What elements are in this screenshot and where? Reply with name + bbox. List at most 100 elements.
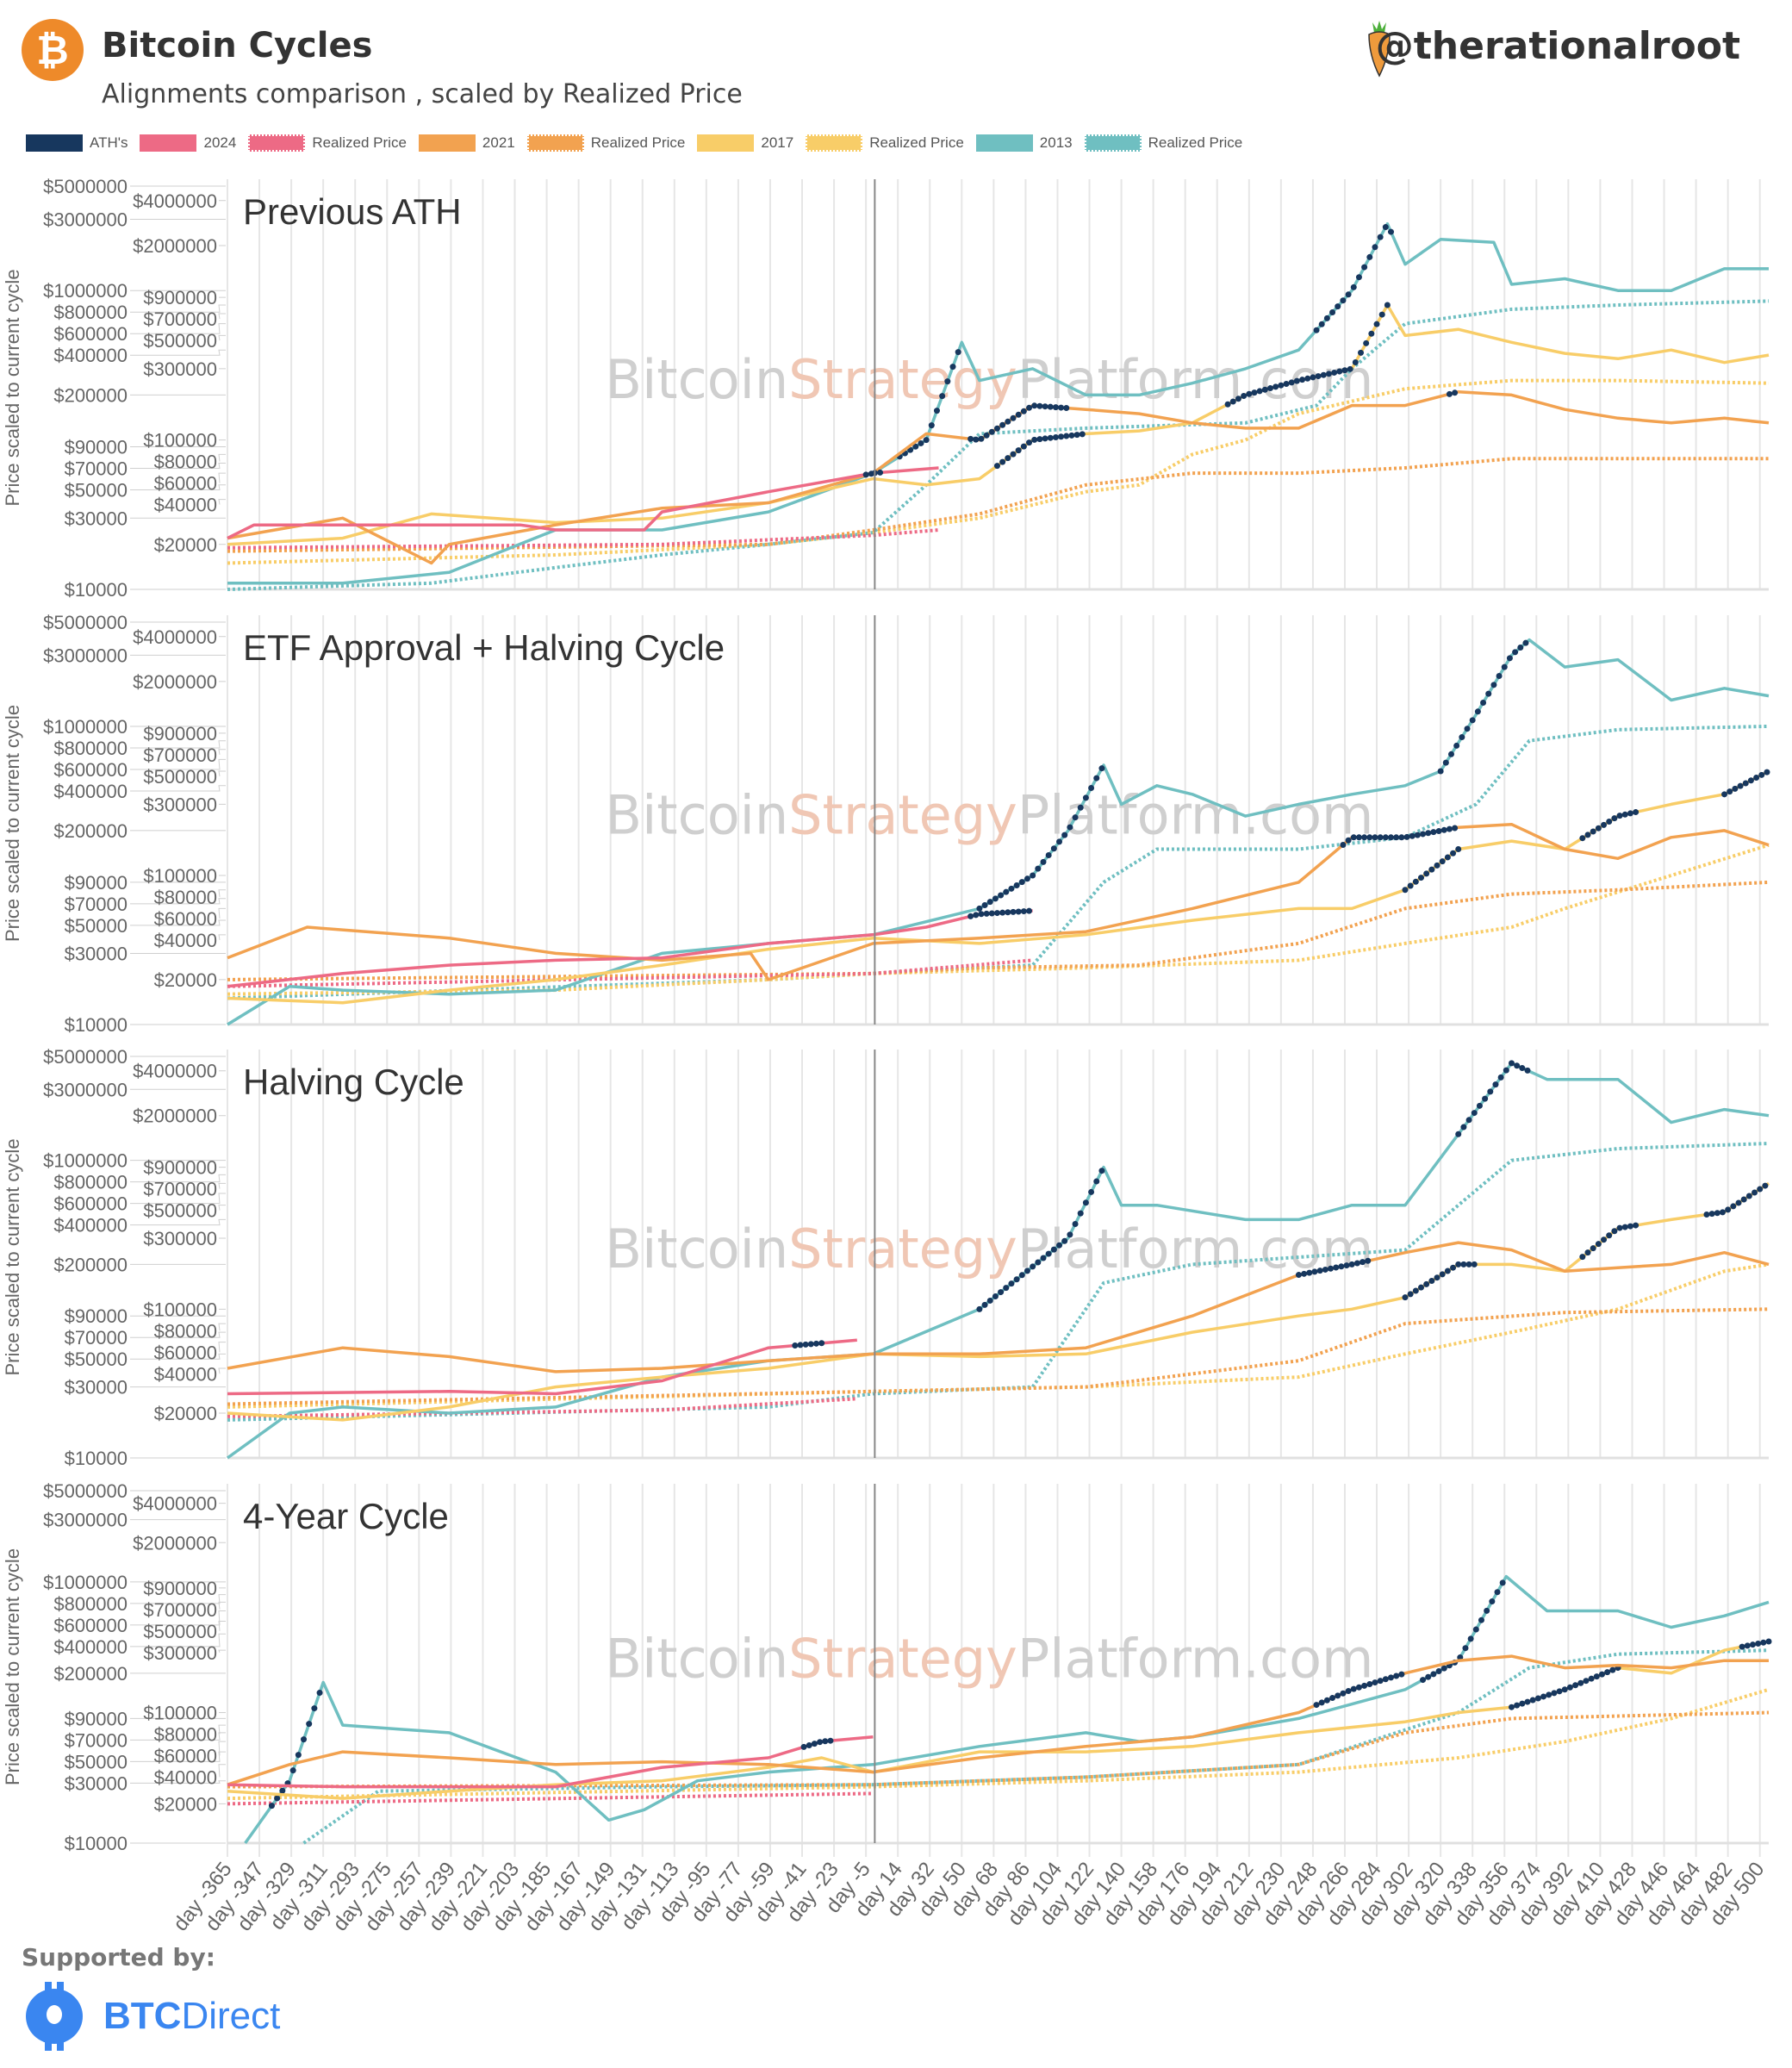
y-tick-label: $100000	[143, 865, 217, 887]
ath-marker	[1440, 1665, 1447, 1672]
legend-item[interactable]: Realized Price	[1084, 134, 1242, 152]
y-axis-label: Price scaled to current cycle	[2, 1138, 23, 1375]
ath-marker	[1058, 433, 1065, 440]
ath-marker	[1361, 264, 1368, 271]
y-tick-label: $1000000	[43, 1150, 128, 1172]
ath-marker	[1015, 908, 1022, 915]
y-tick-label: $50000	[65, 1751, 128, 1772]
legend-item[interactable]: 2021	[418, 134, 515, 152]
ath-marker	[1067, 1231, 1073, 1238]
ath-marker	[1325, 371, 1332, 377]
ath-marker	[1050, 1246, 1057, 1253]
price-line-2021	[227, 389, 1770, 565]
y-tick-leader	[218, 472, 226, 483]
y-tick-label: $600000	[53, 759, 128, 781]
price-line-2024	[227, 1735, 874, 1789]
ath-marker	[1428, 866, 1435, 873]
ath-marker	[1024, 1268, 1030, 1274]
watermark-part: Strategy	[788, 1628, 1017, 1691]
y-tick-label: $90000	[65, 437, 128, 458]
ath-marker	[1447, 751, 1454, 757]
ath-marker	[1561, 1686, 1568, 1693]
ath-marker	[1540, 1693, 1547, 1700]
ath-marker	[1452, 825, 1459, 832]
y-tick-label: $3000000	[43, 209, 128, 230]
ath-marker	[1577, 1679, 1584, 1686]
y-tick-leader	[218, 1367, 226, 1374]
ath-marker	[1435, 827, 1442, 834]
ath-marker	[1329, 309, 1336, 316]
y-tick-label: $60000	[154, 1745, 217, 1766]
legend-item[interactable]: Realized Price	[806, 134, 964, 152]
legend-item[interactable]: 2024	[140, 134, 236, 152]
ath-marker	[1409, 832, 1416, 839]
ath-marker	[1524, 1698, 1531, 1705]
y-tick-label: $2000000	[133, 235, 217, 257]
ath-marker	[1003, 1285, 1010, 1292]
ath-marker	[1446, 825, 1453, 832]
ath-marker	[316, 1690, 323, 1697]
ath-marker	[1301, 1270, 1308, 1277]
legend-label: 2024	[203, 134, 237, 151]
ath-marker	[1489, 1598, 1496, 1605]
y-tick-label: $40000	[154, 495, 217, 516]
ath-marker	[306, 1721, 313, 1728]
ath-marker	[1047, 434, 1054, 441]
y-tick-label: $10000	[65, 579, 128, 601]
watermark: BitcoinStrategyPlatform.com	[606, 784, 1374, 847]
ath-marker	[1765, 1638, 1772, 1645]
ath-marker	[1621, 1224, 1628, 1230]
ath-marker	[1077, 804, 1084, 811]
y-tick-label: $30000	[65, 508, 128, 529]
ath-marker	[1098, 1168, 1105, 1174]
ath-marker	[1310, 374, 1316, 381]
ath-marker	[1465, 1117, 1472, 1124]
legend-item[interactable]: Realized Price	[526, 134, 685, 152]
ath-marker	[268, 1803, 275, 1810]
ath-marker	[1377, 1678, 1384, 1685]
y-tick-label: $10000	[65, 1014, 128, 1036]
ath-marker	[1703, 1212, 1710, 1218]
ath-marker	[1063, 405, 1070, 412]
ath-marker	[1590, 1245, 1596, 1252]
bitcoin-glyph: ₿	[36, 27, 69, 73]
y-tick-label: $20000	[154, 1793, 217, 1815]
ath-marker	[968, 435, 974, 442]
legend-item[interactable]: 2017	[697, 134, 793, 152]
ath-marker	[1407, 882, 1414, 889]
ath-marker	[1757, 1186, 1764, 1193]
ath-marker	[862, 471, 869, 478]
realized-price-line-2024	[227, 528, 939, 550]
legend-item[interactable]: Realized Price	[248, 134, 407, 152]
legend-swatch	[140, 134, 197, 152]
y-tick-label: $3000000	[43, 1510, 128, 1531]
y-tick-label: $4000000	[133, 190, 217, 212]
watermark-part: Bitcoin	[606, 348, 789, 411]
btcdirect-wordmark: BTCDirect	[103, 1995, 280, 2038]
ath-marker	[978, 911, 985, 918]
ath-marker	[1519, 1700, 1526, 1707]
ath-marker	[1739, 1643, 1745, 1650]
ath-marker	[1437, 768, 1444, 775]
ath-marker	[1345, 1688, 1352, 1695]
ath-marker	[289, 1767, 296, 1774]
y-tick-leader	[130, 740, 226, 749]
ath-marker	[1460, 1124, 1467, 1131]
ath-marker	[923, 437, 930, 444]
ath-marker	[1471, 1261, 1478, 1268]
ath-marker	[1387, 1674, 1394, 1681]
y-tick-label: $500000	[143, 1621, 217, 1642]
ath-marker	[1492, 1081, 1499, 1088]
ath-marker	[993, 910, 1000, 917]
ath-marker	[1372, 1679, 1378, 1686]
ath-marker	[1353, 1260, 1360, 1267]
y-tick-label: $100000	[143, 1299, 217, 1320]
ath-marker	[1412, 1287, 1419, 1294]
y-tick-label: $80000	[154, 1723, 217, 1745]
ath-marker	[1267, 385, 1274, 392]
ath-marker	[1484, 1607, 1490, 1614]
legend-item[interactable]: ATH's	[26, 134, 128, 152]
ath-marker	[1611, 1228, 1618, 1235]
legend-item[interactable]: 2013	[975, 134, 1073, 152]
ath-marker	[1425, 1673, 1432, 1680]
